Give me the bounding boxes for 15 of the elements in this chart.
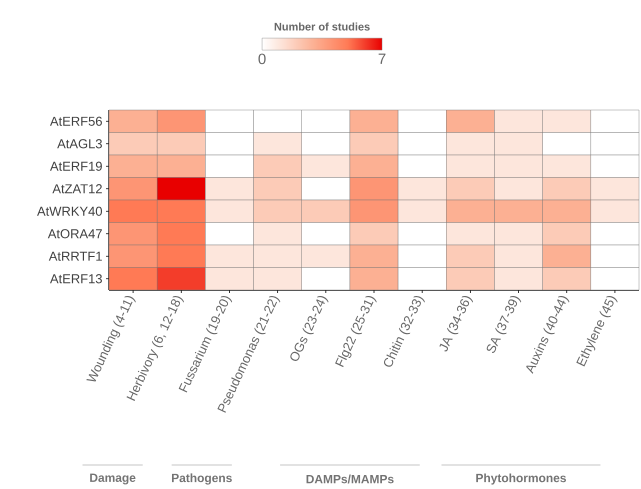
y-tick-label: AtZAT12	[52, 184, 102, 194]
text: Pathogens	[172, 473, 232, 485]
y-tick-label: AtERF56	[50, 116, 102, 126]
color-bar-label: 0	[258, 54, 266, 64]
y-tick-label: AtWRKY40	[37, 206, 102, 216]
y-tick-label: AtERF19	[50, 162, 102, 171]
color-bar-title: Number of studies	[274, 22, 370, 31]
y-tick-label: AtRRTF1	[48, 252, 102, 261]
y-tick-label: AtORA47	[48, 229, 102, 238]
text: DAMPs/MAMPs	[306, 474, 394, 484]
y-tick-label: AtERF13	[50, 274, 102, 284]
text: Damage	[90, 474, 136, 484]
text: Phytohormones	[476, 473, 566, 485]
y-tick-label: AtAGL3	[57, 139, 102, 148]
color-bar-label: 7	[378, 54, 386, 64]
